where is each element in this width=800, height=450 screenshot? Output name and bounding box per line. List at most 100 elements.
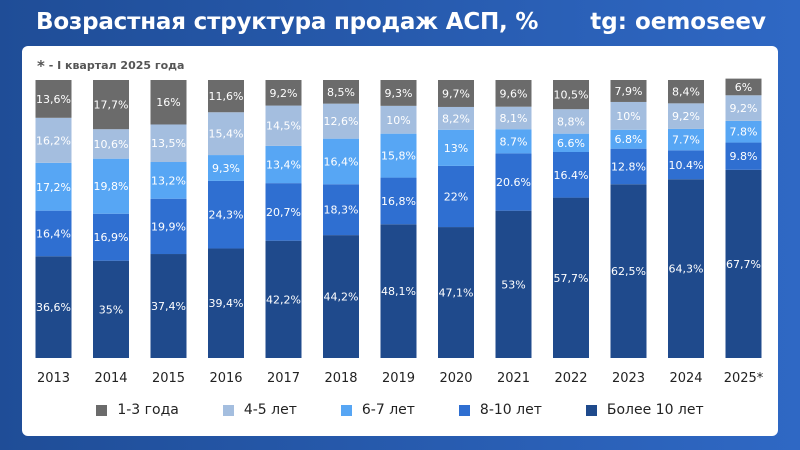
data-label: 8,1%: [500, 112, 528, 125]
data-label: 19,8%: [94, 180, 129, 193]
data-label: 35%: [99, 303, 123, 316]
data-label: 16%: [156, 96, 180, 109]
bar-segment: [208, 155, 244, 181]
data-label: 48,1%: [381, 285, 416, 298]
data-label: 17,7%: [94, 99, 129, 112]
legend-swatch: [340, 404, 352, 416]
data-label: 24,3%: [209, 209, 244, 222]
legend-item: 1-3 года: [96, 402, 179, 418]
x-tick-label: 2021: [497, 371, 530, 386]
x-tick-label: 2016: [209, 371, 242, 386]
data-label: 22%: [444, 190, 468, 203]
data-label: 8,4%: [672, 86, 700, 99]
bar-segment: [438, 129, 474, 166]
bar-segment: [553, 133, 589, 153]
bar-segment: [668, 150, 704, 180]
data-label: 53%: [501, 278, 525, 291]
data-label: 17,2%: [36, 181, 71, 194]
bar-segment: [93, 158, 129, 214]
data-label: 15,8%: [381, 150, 416, 163]
bar-segment: [380, 80, 417, 106]
bar-segment: [438, 106, 474, 130]
data-label: 16,8%: [381, 195, 416, 208]
data-label: 10,6%: [94, 138, 129, 151]
bar-segment: [495, 153, 532, 211]
bar-segment: [35, 210, 72, 257]
data-label: 13,4%: [266, 159, 301, 172]
legend-item: Более 10 лет: [585, 402, 704, 418]
bar-segment: [265, 105, 302, 146]
data-label: 7.7%: [672, 134, 700, 147]
data-label: 20,7%: [266, 206, 301, 219]
bar-segment: [150, 162, 187, 199]
bar-segment: [380, 105, 417, 134]
bar-segment: [150, 198, 187, 255]
data-label: 12.8%: [611, 160, 646, 173]
bar-segment: [610, 80, 647, 102]
data-label: 39,4%: [209, 297, 244, 310]
x-tick-label: 2019: [382, 371, 415, 386]
data-label: 44,2%: [324, 291, 359, 304]
data-label: 9,6%: [500, 87, 528, 100]
bar-segment: [553, 197, 589, 358]
bar-segment: [438, 227, 474, 358]
footnote: * - I квартал 2025 года: [37, 55, 185, 75]
data-label: 13,5%: [151, 137, 186, 150]
legend-swatch: [96, 404, 108, 416]
data-label: 9,3%: [212, 162, 240, 175]
data-label: 13%: [444, 142, 468, 155]
bar-segment: [93, 129, 129, 159]
data-label: 16,2%: [36, 134, 71, 147]
bar-segment: [265, 183, 302, 241]
data-label: 15,4%: [209, 128, 244, 141]
data-label: 57,7%: [554, 272, 589, 285]
bar-segment: [93, 213, 129, 261]
data-label: 9,2%: [270, 87, 298, 100]
data-label: 37,4%: [151, 300, 186, 313]
bar-segment: [150, 124, 187, 163]
data-label: 19,9%: [151, 220, 186, 233]
bar-segment: [323, 80, 359, 104]
data-label: 11,6%: [209, 90, 244, 103]
data-label: 6%: [735, 81, 752, 94]
bar-segment: [93, 260, 129, 358]
bar-segment: [323, 103, 359, 139]
data-label: 10,5%: [554, 89, 589, 102]
chart-legend: 1-3 года 4-5 лет 6-7 лет 8-10 лет Более 10 л…: [0, 402, 800, 418]
data-label: 6.6%: [557, 137, 585, 150]
footnote-star: *: [37, 57, 45, 75]
data-label: 13,6%: [36, 93, 71, 106]
bar-segment: [323, 235, 359, 358]
legend-swatch: [458, 404, 470, 416]
channel-handle: tg: oemoseev: [590, 9, 766, 35]
data-label: 67,7%: [726, 258, 761, 271]
data-label: 14,5%: [266, 120, 301, 133]
data-label: 9,2%: [672, 110, 700, 123]
bar-segment: [265, 240, 302, 358]
bar-segment: [610, 101, 647, 130]
data-label: 9,2%: [730, 102, 758, 115]
bar-segment: [668, 128, 704, 151]
bar-segment: [380, 177, 417, 225]
legend-item: 8-10 лет: [458, 402, 542, 418]
bar-segment: [150, 254, 187, 358]
data-label: 20.6%: [496, 176, 531, 189]
bar-segment: [610, 129, 647, 149]
bar-segment: [495, 106, 532, 130]
data-label: 8,2%: [442, 112, 470, 125]
bar-segment: [35, 80, 72, 118]
data-label: 42,2%: [266, 293, 301, 306]
bar-segment: [323, 184, 359, 236]
page-title: Возрастная структура продаж АСП, %: [36, 9, 539, 35]
bar-segment: [725, 142, 762, 170]
bar-segment: [668, 80, 704, 104]
data-label: 7.8%: [730, 126, 758, 139]
data-label: 9.8%: [730, 150, 758, 163]
footnote-text: - I квартал 2025 года: [44, 59, 185, 72]
bar-segment: [725, 169, 762, 358]
bar-segment: [725, 78, 762, 96]
bar-segment: [438, 165, 474, 228]
x-tick-label: 2013: [37, 371, 70, 386]
data-label: 7,9%: [615, 85, 643, 98]
x-tick-label: 2015: [152, 371, 185, 386]
